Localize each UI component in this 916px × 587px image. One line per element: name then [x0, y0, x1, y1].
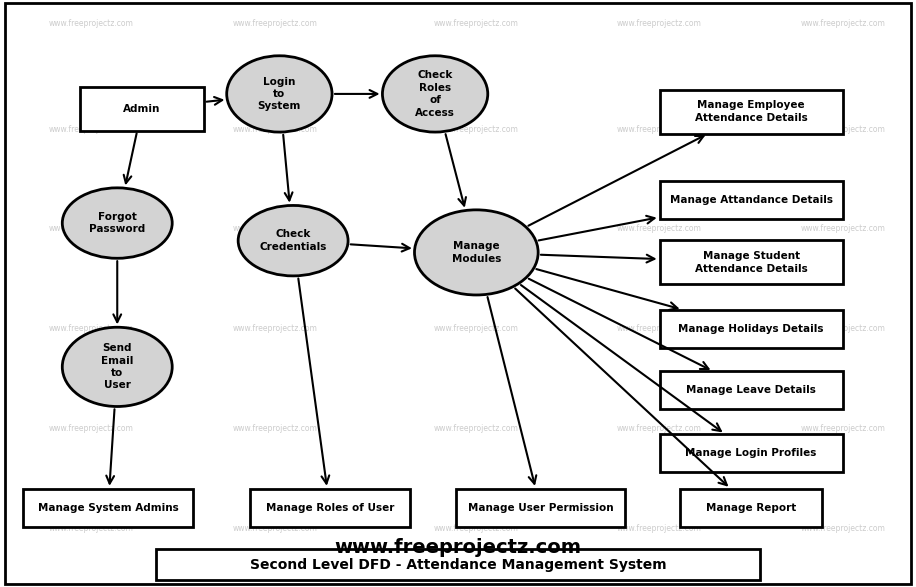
Text: www.freeprojectz.com: www.freeprojectz.com: [801, 124, 885, 134]
Bar: [249, 488, 409, 527]
Bar: [660, 89, 843, 133]
Text: www.freeprojectz.com: www.freeprojectz.com: [434, 224, 518, 234]
Text: www.freeprojectz.com: www.freeprojectz.com: [434, 19, 518, 28]
Bar: [455, 488, 625, 527]
Text: Check
Roles
of
Access: Check Roles of Access: [415, 70, 455, 117]
Text: Login
to
System: Login to System: [257, 76, 301, 112]
Text: Manage Employee
Attendance Details: Manage Employee Attendance Details: [694, 100, 808, 123]
Text: www.freeprojectz.com: www.freeprojectz.com: [49, 524, 134, 533]
Bar: [680, 488, 823, 527]
Ellipse shape: [382, 56, 487, 132]
Bar: [660, 434, 843, 472]
Text: www.freeprojectz.com: www.freeprojectz.com: [617, 124, 702, 134]
Text: www.freeprojectz.com: www.freeprojectz.com: [434, 424, 518, 433]
Text: www.freeprojectz.com: www.freeprojectz.com: [617, 424, 702, 433]
Text: www.freeprojectz.com: www.freeprojectz.com: [49, 19, 134, 28]
Text: Manage Roles of User: Manage Roles of User: [266, 502, 394, 513]
Text: www.freeprojectz.com: www.freeprojectz.com: [49, 324, 134, 333]
Text: Manage Login Profiles: Manage Login Profiles: [685, 448, 817, 458]
Text: www.freeprojectz.com: www.freeprojectz.com: [801, 19, 885, 28]
Text: www.freeprojectz.com: www.freeprojectz.com: [233, 124, 317, 134]
Text: www.freeprojectz.com: www.freeprojectz.com: [801, 224, 885, 234]
Text: www.freeprojectz.com: www.freeprojectz.com: [617, 19, 702, 28]
Ellipse shape: [238, 205, 348, 276]
Text: Send
Email
to
User: Send Email to User: [101, 343, 134, 390]
Text: www.freeprojectz.com: www.freeprojectz.com: [801, 424, 885, 433]
Text: Manage Report: Manage Report: [706, 502, 796, 513]
Text: Manage User Permission: Manage User Permission: [468, 502, 613, 513]
Ellipse shape: [62, 328, 172, 406]
Text: www.freeprojectz.com: www.freeprojectz.com: [434, 124, 518, 134]
Bar: [80, 87, 203, 131]
Text: www.freeprojectz.com: www.freeprojectz.com: [617, 524, 702, 533]
Text: www.freeprojectz.com: www.freeprojectz.com: [233, 224, 317, 234]
Text: www.freeprojectz.com: www.freeprojectz.com: [49, 224, 134, 234]
Text: www.freeprojectz.com: www.freeprojectz.com: [233, 324, 317, 333]
Text: www.freeprojectz.com: www.freeprojectz.com: [617, 224, 702, 234]
Bar: [23, 488, 192, 527]
Bar: [660, 310, 843, 348]
Text: Admin: Admin: [124, 103, 160, 114]
Text: Manage Attandance Details: Manage Attandance Details: [670, 194, 833, 205]
Text: www.freeprojectz.com: www.freeprojectz.com: [49, 424, 134, 433]
Text: Manage Holidays Details: Manage Holidays Details: [679, 323, 823, 334]
Text: Manage Student
Attendance Details: Manage Student Attendance Details: [694, 251, 808, 274]
Text: Second Level DFD - Attendance Management System: Second Level DFD - Attendance Management…: [250, 558, 666, 572]
Bar: [660, 241, 843, 284]
Ellipse shape: [62, 188, 172, 258]
Text: www.freeprojectz.com: www.freeprojectz.com: [434, 524, 518, 533]
Text: www.freeprojectz.com: www.freeprojectz.com: [434, 324, 518, 333]
Text: www.freeprojectz.com: www.freeprojectz.com: [49, 124, 134, 134]
Text: Manage
Modules: Manage Modules: [452, 241, 501, 264]
Text: www.freeprojectz.com: www.freeprojectz.com: [801, 324, 885, 333]
Bar: [660, 372, 843, 410]
Text: www.freeprojectz.com: www.freeprojectz.com: [334, 538, 582, 556]
Text: www.freeprojectz.com: www.freeprojectz.com: [617, 324, 702, 333]
Text: www.freeprojectz.com: www.freeprojectz.com: [233, 19, 317, 28]
Text: Check
Credentials: Check Credentials: [259, 230, 327, 252]
Bar: [156, 549, 760, 580]
Text: Manage Leave Details: Manage Leave Details: [686, 385, 816, 396]
Text: www.freeprojectz.com: www.freeprojectz.com: [233, 524, 317, 533]
Bar: [660, 180, 843, 218]
Text: www.freeprojectz.com: www.freeprojectz.com: [801, 524, 885, 533]
Text: Manage System Admins: Manage System Admins: [38, 502, 179, 513]
Ellipse shape: [226, 56, 332, 132]
Text: www.freeprojectz.com: www.freeprojectz.com: [233, 424, 317, 433]
Ellipse shape: [414, 210, 538, 295]
Text: Forgot
Password: Forgot Password: [89, 212, 146, 234]
